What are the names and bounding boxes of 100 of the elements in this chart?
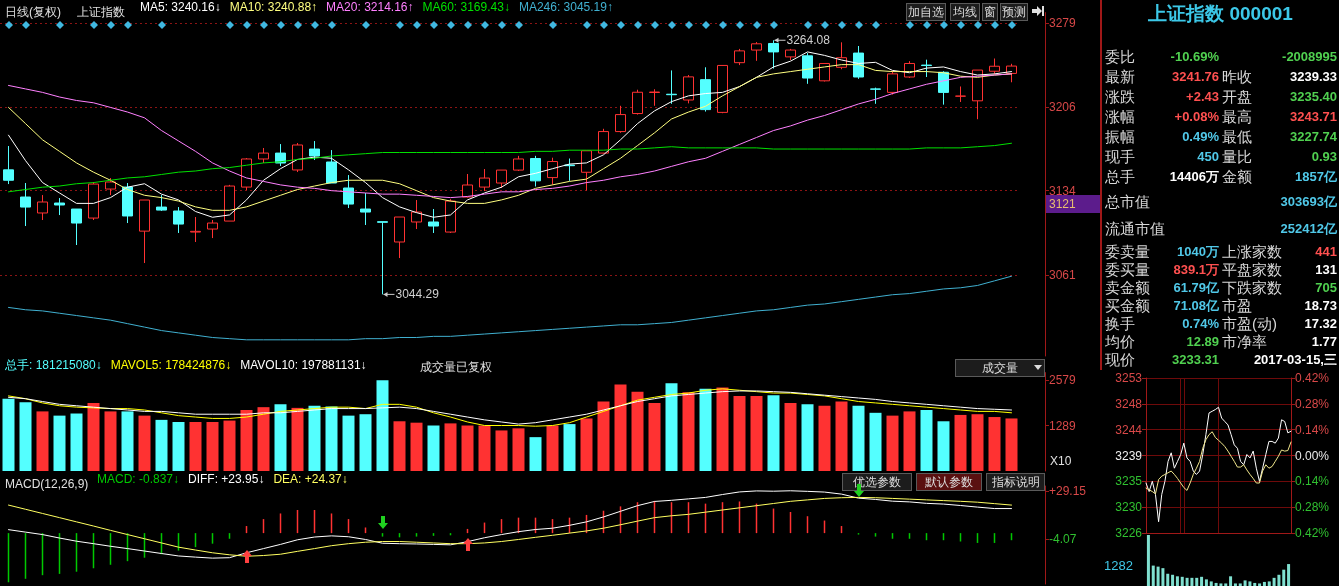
annotation: 成交量已复权 <box>420 360 492 374</box>
button: 默认参数 <box>916 473 982 491</box>
text: DEA: +24.37↓ <box>273 472 348 486</box>
y-tick-label: 3279 <box>1049 16 1077 31</box>
text: 18.73 <box>1304 297 1337 315</box>
text: 现价 <box>1105 351 1135 369</box>
candlestick <box>513 155 524 172</box>
candlestick <box>224 184 235 222</box>
bar <box>1171 574 1175 586</box>
text: 1857亿 <box>1295 168 1337 186</box>
bar <box>614 384 627 471</box>
bar <box>1224 583 1228 586</box>
line-series <box>1145 406 1292 523</box>
text: -2008995 <box>1282 48 1337 66</box>
bar <box>1287 564 1291 586</box>
text: 开盘 <box>1222 88 1252 106</box>
bar <box>1277 574 1281 586</box>
text: 委买量 <box>1105 261 1150 279</box>
candlestick <box>54 197 65 216</box>
bar <box>342 415 355 471</box>
text: 3233.31 <box>1172 351 1219 369</box>
bar <box>359 414 372 471</box>
text: MA10: 3240.88↑ <box>229 0 318 14</box>
bar <box>1243 580 1247 586</box>
candlestick <box>88 181 99 221</box>
text: MA246: 3045.19↑ <box>518 0 613 14</box>
candlestick <box>326 149 337 184</box>
bar <box>580 418 593 471</box>
annotation: 3044.29 <box>395 287 440 302</box>
annotation: 3264.08 <box>786 33 831 48</box>
bar <box>1195 577 1199 586</box>
text: 131 <box>1315 261 1337 279</box>
bar <box>988 417 1001 471</box>
candlestick <box>139 199 150 264</box>
bar <box>767 395 780 471</box>
bar <box>87 402 100 471</box>
text: DIFF: +23.95↓ <box>188 472 265 486</box>
candlestick <box>785 48 796 61</box>
bar <box>1190 577 1194 586</box>
text: X10 <box>1050 454 1072 468</box>
bar <box>716 387 729 471</box>
y-tick-label: 3134 <box>1049 183 1077 198</box>
text: 1.77 <box>1311 333 1337 351</box>
bar <box>886 415 899 471</box>
bar <box>1272 577 1276 586</box>
bar <box>546 425 559 471</box>
text: +2.43 <box>1186 88 1219 106</box>
text: 71.08亿 <box>1173 297 1219 315</box>
text: 昨收 <box>1222 68 1252 86</box>
bar <box>1204 579 1208 586</box>
y2-tick-label: 0.14% <box>1295 474 1330 489</box>
bar <box>512 428 525 471</box>
bar <box>1238 583 1242 586</box>
text: 卖金额 <box>1105 279 1150 297</box>
bar <box>172 421 185 471</box>
candlestick <box>360 192 371 226</box>
button: 加自选 <box>906 3 946 21</box>
text: MAVOL5: 178424876↓ <box>110 358 232 372</box>
text: 金额 <box>1222 168 1252 186</box>
candlestick <box>207 219 218 239</box>
bar <box>631 391 644 471</box>
text: 705 <box>1315 279 1337 297</box>
bar <box>1248 581 1252 586</box>
text: 839.1万 <box>1173 261 1219 279</box>
text: 总手 <box>1105 168 1135 186</box>
text: 61.79亿 <box>1173 279 1219 297</box>
text: 市净率 <box>1222 333 1267 351</box>
bar <box>1005 418 1018 471</box>
text: MA20: 3214.16↑ <box>326 0 414 14</box>
candlestick <box>496 169 507 189</box>
text: 委比 <box>1105 48 1135 66</box>
text: -10.69% <box>1170 48 1219 66</box>
y2-tick-label: 0.42% <box>1295 371 1330 385</box>
text: 3121 <box>1049 197 1077 211</box>
bar <box>1229 576 1233 586</box>
y2-tick-label: 0.14% <box>1295 422 1330 437</box>
bar <box>1209 581 1213 586</box>
candlestick <box>156 194 167 212</box>
candlestick <box>428 208 439 234</box>
bar <box>274 404 287 471</box>
text: 441 <box>1315 243 1337 261</box>
bar <box>1166 573 1170 586</box>
bar <box>240 409 253 471</box>
candlestick <box>870 87 881 105</box>
candlestick <box>530 155 541 187</box>
text: 17.32 <box>1304 315 1337 333</box>
y-tick-label: 3253 <box>1115 371 1143 385</box>
bar <box>1161 568 1165 586</box>
text: 1040万 <box>1177 243 1219 261</box>
bar <box>1219 583 1223 586</box>
text: MA5: 3240.16↓ <box>140 0 221 14</box>
y-tick-label: -4.07 <box>1049 532 1077 546</box>
text: 市盈(动) <box>1222 315 1277 333</box>
text: 最新 <box>1105 68 1135 86</box>
candlestick <box>598 128 609 155</box>
text: 最高 <box>1222 108 1252 126</box>
bar <box>444 423 457 471</box>
text: 现手 <box>1105 148 1135 166</box>
candlestick <box>3 145 14 185</box>
bar <box>53 415 66 471</box>
